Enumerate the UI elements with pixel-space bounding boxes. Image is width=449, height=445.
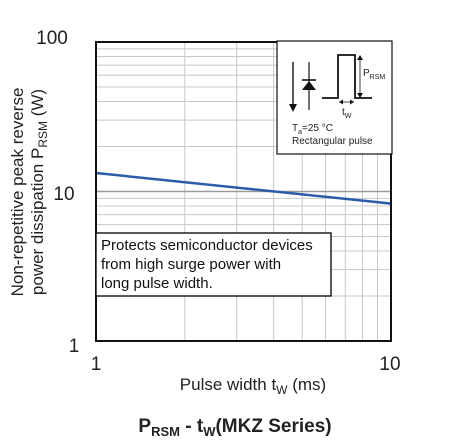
inset-width-label: tW (342, 107, 352, 120)
inset-schematic: PRSM tW Ta=25 °C Rectangular pulse (276, 40, 393, 155)
pulse-height-arrow-up (357, 55, 363, 60)
y-tick-label-1: 1 (69, 336, 80, 357)
inset-width-label-main: t (342, 107, 345, 118)
inset-pulse-label: PRSM (363, 68, 385, 81)
chart-caption: PRSM - tW(MKZ Series) (138, 416, 331, 439)
inset-pulse-label-sub: RSM (370, 74, 386, 81)
x-tick-label-1: 1 (91, 354, 102, 375)
inset-temperature-sub: a (298, 129, 302, 136)
annotation-line-3: long pulse width. (101, 275, 213, 292)
caption-p: P (138, 416, 151, 437)
x-axis-label-sub: W (276, 383, 288, 397)
y-tick-label-100: 100 (36, 28, 68, 49)
x-tick-label-10: 10 (379, 354, 400, 375)
x-axis-label: Pulse width tW (ms) (180, 375, 326, 397)
y-axis-label-sub: RSM (36, 121, 50, 148)
plot-frame (95, 41, 392, 342)
caption-mid: - t (180, 416, 204, 437)
annotation: Protects semiconductor devices from high… (95, 232, 332, 297)
y-axis-label-line2: power dissipation PRSM (W) (28, 89, 50, 295)
series-group (95, 171, 392, 205)
diode-icon (302, 81, 316, 90)
inset-pulse-label-main: P (363, 68, 370, 79)
y-axis-label-main: power dissipation P (28, 148, 47, 295)
caption-series-name: (MKZ Series) (215, 416, 331, 437)
pulse-width-arrow-left (339, 99, 343, 105)
y-axis-label-line1: Non-repetitive peak reverse (8, 88, 27, 297)
inset-temperature-main: T (292, 123, 298, 134)
rectangular-pulse (322, 54, 372, 99)
x-axis-label-unit: (ms) (288, 375, 327, 394)
inset-temperature-value: =25 °C (302, 123, 333, 134)
x-axis-label-main: Pulse width t (180, 375, 277, 394)
caption-p-sub: RSM (151, 424, 180, 439)
annotation-line-1: Protects semiconductor devices (101, 237, 313, 254)
inset-box (276, 40, 393, 155)
y-axis-label-unit: (W) (28, 89, 47, 121)
inset-pulse-type: Rectangular pulse (292, 136, 373, 147)
y-tick-label-10: 10 (53, 184, 74, 205)
inset-temperature: Ta=25 °C (292, 123, 333, 136)
pulse-height-arrow-down (357, 93, 363, 98)
pulse-width-arrow-right (350, 99, 354, 105)
caption-t-sub: W (203, 424, 216, 439)
annotation-line-2: from high surge power with (101, 256, 281, 273)
inset-width-label-sub: W (345, 113, 352, 120)
inset-arrow-head (289, 104, 297, 112)
series-line-0 (95, 171, 392, 205)
annotation-box (95, 232, 332, 297)
